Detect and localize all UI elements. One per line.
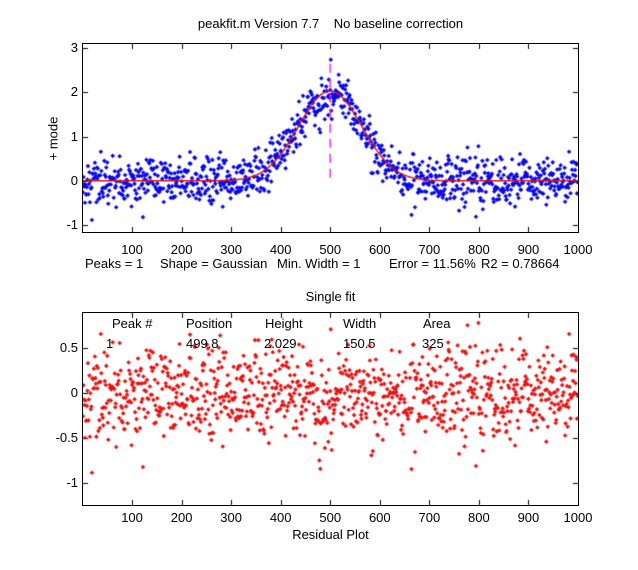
stat-r2: R2 = 0.78664 — [481, 256, 560, 271]
x-tick-label: 600 — [368, 510, 391, 525]
x-tick-label: 500 — [319, 242, 342, 257]
x-tick-label: 400 — [269, 242, 292, 257]
top-plot-area[interactable] — [82, 43, 579, 233]
y-tick-label: 1 — [70, 128, 78, 144]
y-tick-label: 0 — [70, 172, 78, 188]
y-tick-label: 2 — [70, 84, 78, 100]
stat-peaks: Peaks = 1 — [85, 256, 144, 271]
x-tick-label: 300 — [220, 242, 242, 257]
x-tick-label: 400 — [269, 510, 292, 525]
x-tick-label: 900 — [517, 242, 540, 257]
x-tick-label: 900 — [517, 510, 540, 525]
x-tick-label: 600 — [368, 242, 391, 257]
table-value-area: 325 — [422, 336, 444, 351]
table-header-peak: Peak # — [112, 316, 153, 331]
y-tick-label: 3 — [70, 39, 78, 55]
stat-min-width: Min. Width = 1 — [277, 256, 361, 271]
table-value-peak: 1 — [106, 336, 114, 351]
table-header-height: Height — [265, 316, 303, 331]
table-value-position: 499.8 — [186, 336, 219, 351]
table-value-width: 150.5 — [343, 336, 376, 351]
stat-error: Error = 11.56% — [389, 256, 476, 271]
x-tick-label: 700 — [418, 510, 441, 525]
x-tick-label: 100 — [121, 510, 143, 525]
top-plot-canvas[interactable] — [83, 44, 578, 232]
x-tick-label: 1000 — [563, 510, 593, 525]
x-tick-label: 800 — [468, 510, 490, 525]
x-tick-label: 500 — [319, 510, 342, 525]
x-tick-label: 300 — [220, 510, 242, 525]
x-tick-label: 1000 — [563, 242, 593, 257]
x-tick-label: 800 — [468, 242, 490, 257]
table-value-height: 2.029 — [264, 336, 297, 351]
x-tick-label: 200 — [170, 242, 193, 257]
stat-shape: Shape = Gaussian — [160, 256, 268, 271]
bottom-chart-title: Single fit — [305, 289, 356, 304]
y-tick-label: 0.5 — [59, 340, 78, 355]
y-tick-label: 0 — [70, 385, 78, 401]
x-tick-label: 100 — [121, 242, 143, 257]
y-tick-label: -0.5 — [55, 430, 78, 446]
top-chart-title: peakfit.m Version 7.7 No baseline correc… — [197, 16, 464, 31]
bottom-plot-canvas[interactable] — [83, 313, 578, 505]
table-header-position: Position — [186, 316, 233, 331]
x-tick-label: 200 — [170, 510, 193, 525]
bottom-chart-x-axis-label: Residual Plot — [292, 527, 369, 542]
bottom-plot-area[interactable] — [82, 312, 579, 506]
y-tick-label: -1 — [66, 217, 78, 233]
table-header-area: Area — [423, 316, 451, 331]
x-tick-label: 700 — [418, 242, 441, 257]
y-tick-label: -1 — [66, 475, 78, 491]
table-header-width: Width — [343, 316, 377, 331]
